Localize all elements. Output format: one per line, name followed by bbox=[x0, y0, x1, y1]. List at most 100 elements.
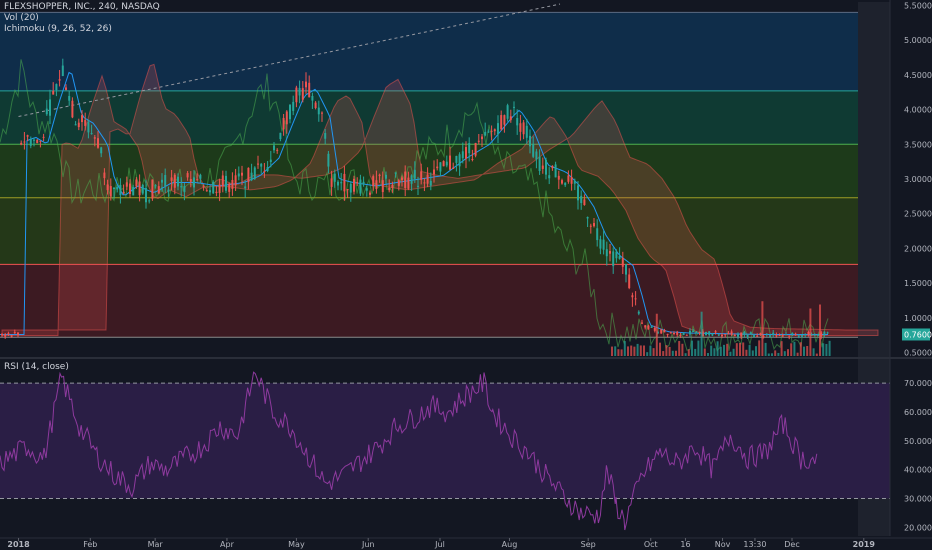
volume-bar bbox=[723, 344, 725, 356]
candle-body bbox=[826, 332, 829, 334]
price-axis-label: 2.5000 bbox=[904, 210, 932, 219]
legend-vol: Vol (20) bbox=[4, 13, 39, 23]
candle-body bbox=[791, 332, 794, 334]
candle-body bbox=[673, 332, 675, 334]
candle-body bbox=[679, 335, 682, 337]
candle-body bbox=[596, 228, 599, 241]
volume-bar bbox=[719, 346, 722, 356]
fib-band bbox=[0, 197, 858, 265]
candle-body bbox=[647, 325, 650, 330]
candle-body bbox=[209, 190, 211, 193]
candle-body bbox=[311, 96, 314, 101]
volume-bar bbox=[665, 345, 668, 356]
candle-body bbox=[305, 81, 307, 88]
candle-body bbox=[135, 179, 138, 187]
candle-body bbox=[772, 332, 775, 336]
candle-body bbox=[698, 331, 701, 333]
candle-body bbox=[170, 177, 173, 181]
candle-body bbox=[132, 187, 135, 196]
candle-body bbox=[497, 123, 499, 135]
candle-body bbox=[426, 174, 429, 184]
price-axis-label: 1.0000 bbox=[904, 314, 932, 323]
candle-body bbox=[615, 251, 618, 259]
volume-bar bbox=[815, 353, 818, 356]
rsi-axis-label: 70.0000 bbox=[904, 379, 932, 388]
volume-bar bbox=[668, 346, 671, 356]
candle-body bbox=[445, 161, 448, 166]
volume-bar bbox=[643, 345, 645, 356]
candle-body bbox=[23, 141, 26, 143]
candle-body bbox=[356, 181, 359, 184]
price-axis-label: 4.0000 bbox=[904, 106, 932, 115]
volume-bar bbox=[627, 346, 629, 356]
volume-bar bbox=[767, 353, 770, 356]
candle-body bbox=[714, 331, 717, 333]
candle-body bbox=[257, 163, 259, 165]
candle-body bbox=[381, 180, 384, 193]
candle-body bbox=[145, 188, 147, 203]
volume-bar bbox=[828, 340, 831, 356]
rsi-legend: RSI (14, close) bbox=[4, 362, 69, 373]
candle-body bbox=[369, 192, 371, 195]
volume-bar bbox=[639, 345, 642, 356]
volume-bar bbox=[611, 346, 613, 356]
candle-body bbox=[436, 166, 439, 169]
price-axis-label: 5.0000 bbox=[904, 36, 932, 45]
rsi-axis-label: 30.0000 bbox=[904, 494, 932, 503]
candle-body bbox=[164, 175, 167, 187]
volume-bar bbox=[671, 350, 674, 356]
candle-body bbox=[420, 171, 423, 180]
candle-body bbox=[644, 325, 647, 328]
candle-body bbox=[567, 175, 570, 182]
time-axis-label: Apr bbox=[220, 540, 235, 549]
volume-bar bbox=[691, 340, 693, 356]
last-price-badge bbox=[902, 328, 930, 341]
candle-body bbox=[743, 331, 746, 336]
rsi-axis-label: 50.0000 bbox=[904, 437, 932, 446]
candle-body bbox=[657, 332, 659, 334]
legend-title: FLEXSHOPPER, INC., 240, NASDAQ bbox=[4, 2, 160, 12]
candle-body bbox=[625, 264, 627, 275]
volume-bar bbox=[716, 341, 719, 356]
candle-body bbox=[385, 174, 387, 179]
candle-body bbox=[100, 147, 103, 154]
candle-body bbox=[372, 176, 375, 187]
candle-body bbox=[4, 334, 7, 337]
volume-bar bbox=[710, 345, 713, 356]
candle-body bbox=[10, 335, 13, 337]
volume-bar bbox=[623, 341, 626, 356]
candle-body bbox=[458, 154, 461, 167]
volume-bar bbox=[681, 343, 684, 356]
candle-body bbox=[762, 336, 765, 338]
candle-body bbox=[237, 173, 240, 177]
volume-bar bbox=[659, 342, 661, 356]
candle-body bbox=[810, 333, 813, 336]
candle-body bbox=[394, 172, 397, 174]
candle-body bbox=[285, 111, 288, 125]
candle-body bbox=[353, 178, 355, 192]
candle-body bbox=[551, 165, 554, 169]
candle-body bbox=[599, 239, 602, 249]
candle-body bbox=[471, 158, 474, 160]
candle-body bbox=[781, 335, 784, 337]
volume-bar bbox=[713, 348, 716, 356]
candle-body bbox=[327, 153, 330, 167]
candle-body bbox=[711, 333, 714, 336]
candle-body bbox=[52, 91, 55, 95]
candle-body bbox=[173, 174, 176, 188]
price-axis-label: 2.0000 bbox=[904, 244, 932, 253]
candle-body bbox=[455, 155, 458, 163]
candle-body bbox=[55, 84, 58, 91]
volume-bar bbox=[755, 346, 757, 356]
candle-body bbox=[42, 136, 45, 138]
candle-body bbox=[58, 79, 61, 81]
time-axis-label: 2018 bbox=[7, 540, 30, 549]
volume-bar bbox=[694, 348, 697, 356]
candle-body bbox=[554, 164, 557, 178]
candle-body bbox=[589, 225, 592, 227]
candle-body bbox=[759, 333, 762, 335]
main-legend: FLEXSHOPPER, INC., 240, NASDAQ Vol (20) … bbox=[4, 2, 160, 35]
candle-body bbox=[39, 140, 42, 142]
candle-body bbox=[68, 96, 71, 101]
candle-body bbox=[685, 334, 688, 336]
